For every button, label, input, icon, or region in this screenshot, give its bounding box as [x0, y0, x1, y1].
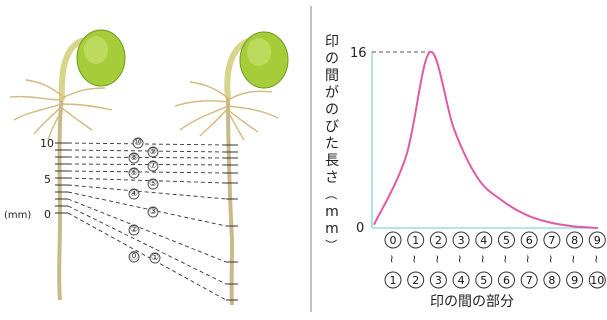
segment-end-2: 3	[435, 274, 442, 287]
segment-start-6-circle	[520, 231, 538, 249]
segment-start-6: 6	[526, 234, 533, 247]
left-cotyledon-highlight	[84, 36, 108, 64]
y-axis-label-char: m	[325, 221, 339, 237]
segment-start-1: 1	[412, 234, 419, 247]
y-axis-label-char: び	[325, 119, 339, 135]
segment-tilde-2: ~	[431, 254, 444, 263]
mark-4: ④	[130, 189, 138, 199]
segment-end-4: 5	[480, 274, 487, 287]
segment-tilde-4: ~	[476, 254, 489, 263]
y-axis-label-char: の	[325, 102, 339, 118]
segment-end-3: 4	[458, 274, 465, 287]
segment-end-5: 6	[503, 274, 510, 287]
segment-start-9: 9	[594, 234, 601, 247]
y-axis-label-char: 長	[325, 153, 339, 169]
mark-0: ⓪	[129, 251, 138, 262]
segment-start-7: 7	[548, 234, 555, 247]
segment-start-5-circle	[498, 231, 515, 249]
segment-tilde-9: ~	[590, 254, 603, 263]
left-stem	[57, 94, 64, 301]
y-axis-label-char: が	[325, 85, 339, 101]
segment-end-7-circle	[543, 271, 561, 289]
seedling-diagram: 10 5 (mm) 0 ⑩ ⑧ ⑥ ④ ② ⓪ ⑨ ⑦ ⑤ ③ ①	[4, 29, 289, 306]
segment-start-8-circle	[566, 231, 584, 249]
segment-tilde-5: ~	[499, 254, 512, 263]
mark-10: ⑩	[134, 138, 142, 148]
segment-end-3-circle	[452, 271, 470, 289]
segment-start-2: 2	[435, 234, 442, 247]
y-tick-16: 16	[350, 46, 367, 61]
segment-end-1: 2	[412, 274, 419, 287]
segment-end-9: 10	[590, 274, 604, 287]
y-axis-label-char: さ	[325, 170, 339, 186]
x-axis-label: 印の間の部分	[430, 294, 514, 310]
segment-end-0: 1	[390, 274, 397, 287]
segment-end-6-circle	[520, 271, 538, 289]
segment-end-5-circle	[498, 271, 515, 289]
y-tick-0: 0	[356, 221, 364, 236]
segment-start-0-circle	[384, 231, 402, 249]
segment-end-8-circle	[566, 271, 584, 289]
mark-9: ⑨	[149, 147, 157, 157]
mark-3: ③	[149, 207, 157, 217]
segment-end-6: 7	[526, 274, 533, 287]
data-points	[373, 51, 600, 230]
segment-start-4-circle	[475, 231, 493, 249]
y-axis-label-char: 印	[325, 34, 339, 50]
segment-tilde-7: ~	[544, 254, 557, 263]
right-stem-marks	[226, 144, 238, 301]
segment-end-0-circle	[384, 271, 402, 289]
segment-labels: 0 ~1 1 ~2 2 ~3 3 ~4 4 ~5 5 ~6 6 ~7 7 ~8 8 ~9 9 ~10	[384, 231, 606, 289]
segment-start-2-circle	[429, 231, 447, 249]
mark-6: ⑥	[130, 168, 138, 178]
mark-7: ⑦	[149, 161, 157, 171]
left-roots	[9, 79, 113, 141]
mark-1: ①	[151, 253, 159, 263]
segment-start-1-circle	[407, 231, 425, 249]
segment-end-4-circle	[475, 271, 493, 289]
segment-tilde-6: ~	[522, 254, 535, 263]
segment-start-3: 3	[458, 234, 465, 247]
segment-end-9-circle	[588, 271, 606, 289]
y-axis-label-char: た	[325, 136, 339, 152]
segment-end-7: 8	[548, 274, 555, 287]
scale-tick-10: 10	[40, 137, 54, 150]
y-axis-label-char: m	[325, 204, 339, 220]
segment-start-0: 0	[390, 234, 397, 247]
segment-end-8: 9	[571, 274, 578, 287]
scale-tick-5: 5	[44, 173, 51, 186]
segment-start-9-circle	[588, 231, 606, 249]
connector-lines	[67, 142, 227, 301]
segment-start-3-circle	[452, 231, 470, 249]
scale-tick-0: 0	[44, 208, 51, 221]
y-axis-label-char: の	[325, 51, 339, 67]
mark-2: ②	[130, 225, 138, 235]
mark-labels-left: ⑩ ⑧ ⑥ ④ ② ⓪	[128, 137, 144, 263]
segment-end-2-circle	[429, 271, 447, 289]
segment-start-5: 5	[503, 234, 510, 247]
segment-start-7-circle	[543, 231, 561, 249]
segment-tilde-3: ~	[454, 254, 467, 263]
segment-tilde-1: ~	[408, 254, 421, 263]
segment-tilde-8: ~	[567, 254, 580, 263]
left-stem-marks	[55, 142, 68, 214]
segment-start-8: 8	[571, 234, 578, 247]
scale-unit: (mm)	[4, 210, 31, 221]
mark-labels-right: ⑨ ⑦ ⑤ ③ ①	[147, 146, 161, 264]
mark-5: ⑤	[149, 179, 157, 189]
mark-8: ⑧	[130, 153, 138, 163]
segment-end-1-circle	[407, 271, 425, 289]
right-roots	[174, 81, 279, 141]
right-stem	[226, 94, 235, 306]
y-axis-label-char: （	[324, 188, 338, 200]
segment-start-4: 4	[480, 234, 487, 247]
y-axis-label-char: ）	[324, 239, 338, 251]
right-cotyledon-highlight	[247, 38, 271, 66]
segment-tilde-0: ~	[386, 254, 399, 263]
y-axis-label-char: 間	[325, 68, 339, 84]
growth-curve	[373, 50, 599, 229]
